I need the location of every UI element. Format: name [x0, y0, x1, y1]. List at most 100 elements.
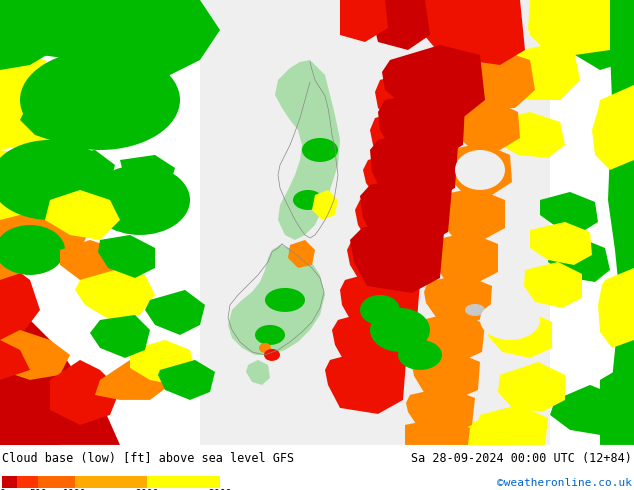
Ellipse shape	[0, 140, 110, 220]
Bar	[147, 476, 220, 488]
Polygon shape	[45, 190, 120, 240]
Polygon shape	[0, 300, 120, 445]
Ellipse shape	[302, 138, 338, 162]
Polygon shape	[450, 100, 520, 150]
Polygon shape	[312, 190, 338, 220]
Polygon shape	[498, 362, 565, 412]
Polygon shape	[98, 235, 155, 278]
Polygon shape	[406, 387, 475, 435]
Polygon shape	[20, 90, 110, 145]
Text: ©weatheronline.co.uk: ©weatheronline.co.uk	[497, 478, 632, 488]
Polygon shape	[418, 312, 485, 362]
Polygon shape	[130, 340, 195, 385]
Polygon shape	[50, 360, 120, 425]
Ellipse shape	[360, 295, 400, 325]
Ellipse shape	[255, 325, 285, 345]
Polygon shape	[288, 240, 315, 268]
Ellipse shape	[90, 165, 190, 235]
Polygon shape	[95, 360, 170, 400]
Polygon shape	[412, 350, 480, 400]
Polygon shape	[340, 0, 388, 42]
Polygon shape	[0, 330, 70, 380]
Polygon shape	[0, 0, 170, 45]
Polygon shape	[372, 0, 430, 50]
Polygon shape	[608, 0, 634, 445]
Polygon shape	[405, 418, 470, 445]
Polygon shape	[450, 418, 510, 445]
Polygon shape	[540, 192, 598, 232]
Ellipse shape	[465, 304, 485, 316]
Polygon shape	[50, 150, 115, 195]
Polygon shape	[0, 0, 80, 55]
Polygon shape	[524, 262, 582, 308]
Polygon shape	[375, 68, 458, 132]
Polygon shape	[382, 45, 485, 120]
Text: Sa 28-09-2024 00:00 UTC (12+84): Sa 28-09-2024 00:00 UTC (12+84)	[411, 452, 632, 465]
Polygon shape	[75, 270, 155, 320]
Polygon shape	[0, 150, 80, 220]
Text: Cloud base (low) [ft] above sea level GFS: Cloud base (low) [ft] above sea level GF…	[2, 452, 294, 465]
Polygon shape	[475, 405, 548, 445]
Text: 3000: 3000	[208, 489, 232, 490]
Polygon shape	[0, 340, 30, 380]
Polygon shape	[370, 130, 458, 203]
Polygon shape	[0, 200, 90, 280]
Text: 500: 500	[30, 489, 47, 490]
Polygon shape	[548, 238, 610, 282]
Polygon shape	[0, 0, 60, 70]
Bar	[75, 476, 147, 488]
Text: 0: 0	[0, 489, 5, 490]
Polygon shape	[70, 0, 140, 50]
Polygon shape	[370, 108, 448, 168]
Polygon shape	[363, 150, 442, 208]
Polygon shape	[490, 112, 565, 158]
Polygon shape	[332, 310, 413, 374]
Ellipse shape	[0, 225, 65, 275]
Ellipse shape	[455, 150, 505, 190]
Polygon shape	[228, 245, 325, 355]
Polygon shape	[200, 0, 550, 445]
Polygon shape	[530, 0, 610, 55]
Ellipse shape	[293, 190, 323, 210]
Polygon shape	[347, 230, 428, 292]
Polygon shape	[60, 240, 130, 285]
Ellipse shape	[480, 300, 540, 340]
Polygon shape	[0, 55, 50, 100]
Polygon shape	[430, 232, 498, 284]
Text: 2000: 2000	[136, 489, 159, 490]
Bar	[38, 476, 75, 488]
Polygon shape	[598, 268, 634, 348]
Polygon shape	[572, 0, 634, 70]
Polygon shape	[0, 0, 220, 80]
Polygon shape	[488, 310, 552, 358]
Polygon shape	[444, 143, 512, 195]
Polygon shape	[325, 350, 406, 414]
Polygon shape	[495, 45, 580, 100]
Polygon shape	[90, 315, 150, 358]
Polygon shape	[0, 90, 55, 150]
Polygon shape	[246, 360, 270, 385]
Ellipse shape	[398, 340, 442, 370]
Polygon shape	[418, 0, 525, 65]
Polygon shape	[275, 60, 340, 240]
Ellipse shape	[20, 50, 180, 150]
Polygon shape	[378, 90, 465, 160]
Polygon shape	[592, 85, 634, 170]
Ellipse shape	[370, 308, 430, 352]
Polygon shape	[10, 0, 80, 55]
Polygon shape	[550, 385, 620, 435]
Polygon shape	[455, 50, 535, 108]
Polygon shape	[158, 360, 215, 400]
Polygon shape	[120, 155, 175, 192]
Polygon shape	[600, 360, 634, 445]
Bar	[16, 476, 38, 488]
Ellipse shape	[265, 288, 305, 312]
Polygon shape	[424, 274, 492, 325]
Polygon shape	[0, 260, 40, 340]
Ellipse shape	[264, 349, 280, 361]
Polygon shape	[145, 290, 205, 335]
Polygon shape	[350, 218, 444, 293]
Polygon shape	[360, 175, 452, 248]
Polygon shape	[436, 188, 505, 240]
Text: 1000: 1000	[63, 489, 86, 490]
